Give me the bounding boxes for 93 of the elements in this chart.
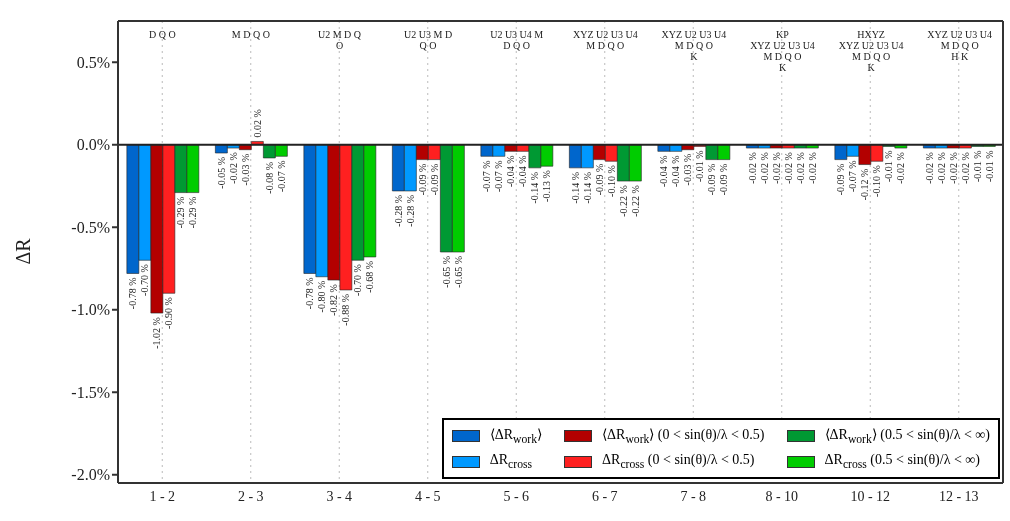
data-label: -0.12 % (859, 168, 871, 201)
legend-label: ΔR$_{cross}$ (0 < sin(θ)/λ < 0.5) (602, 452, 755, 471)
data-label: -0.22 % (617, 185, 629, 217)
data-label: -0.02 % (806, 152, 818, 184)
x-tick-label: 12 - 13 (938, 488, 979, 504)
legend-label: ⟨ΔR$_{work}$⟩ (0.5 < sin(θ)/λ < ∞) (824, 426, 990, 447)
annotation: U2 M D Q O (317, 29, 362, 51)
data-label: -1.02 % (151, 317, 163, 349)
y-tick-label: 0.5% (76, 53, 110, 71)
data-label: -0.02 % (794, 152, 806, 184)
data-label: -0.04 % (517, 155, 529, 188)
x-tick-label: 8 - 10 (765, 488, 799, 504)
data-label: -0.10 % (871, 165, 883, 197)
x-tick-label: 10 - 12 (850, 488, 891, 504)
x-tick-label: 1 - 2 (149, 488, 176, 504)
y-tick-label: -0.5% (71, 218, 110, 236)
legend-label: ⟨ΔR$_{work}$⟩ (489, 426, 543, 447)
data-label: -0.02 % (770, 152, 782, 184)
legend-label: ΔR$_{cross}$ (0.5 < sin(θ)/λ < ∞) (824, 452, 980, 471)
data-label: -0.70 % (139, 264, 151, 296)
data-label: -0.78 % (127, 277, 139, 310)
data-label: -0.02 % (746, 152, 758, 184)
data-label: -0.29 % (187, 196, 199, 229)
data-label: -0.82 % (328, 284, 340, 316)
data-label: -0.02 % (758, 152, 770, 184)
data-label: -0.01 % (971, 150, 983, 183)
data-label: -0.07 % (847, 160, 859, 192)
legend-label: ⟨ΔR$_{work}$⟩ (0 < sin(θ)/λ < 0.5) (602, 426, 765, 447)
data-label: -0.09 % (835, 163, 847, 196)
data-label: -0.07 % (481, 160, 493, 192)
data-label: -0.02 % (947, 152, 959, 184)
data-label: -0.13 % (541, 170, 553, 202)
annotation: D Q O (148, 29, 176, 40)
y-tick-label: -1.5% (71, 383, 110, 401)
data-label: -0.09 % (706, 163, 718, 196)
data-label: -0.07 % (493, 160, 505, 192)
data-label: -0.09 % (593, 163, 605, 196)
annotation: M D Q O (231, 29, 270, 40)
data-label: -0.70 % (352, 264, 364, 296)
data-label: -0.14 % (581, 171, 593, 204)
data-label: -0.07 % (275, 160, 287, 192)
y-tick-label: 0.0% (76, 136, 110, 154)
annotation: HXYZ XYZ U2 U3 U4 M D Q O K (838, 29, 904, 73)
data-label: -0.28 % (392, 194, 404, 227)
data-label: -0.04 % (658, 155, 670, 188)
x-tick-label: 7 - 8 (680, 488, 707, 504)
data-label: -0.03 % (682, 153, 694, 186)
data-label: -0.14 % (529, 171, 541, 204)
data-label: -0.01 % (983, 150, 995, 183)
x-tick-label: 5 - 6 (503, 488, 530, 504)
data-label: -0.09 % (416, 163, 428, 196)
y-tick-label: -2.0% (71, 466, 110, 484)
data-label: -0.03 % (239, 153, 251, 186)
x-tick-label: 2 - 3 (237, 488, 264, 504)
data-label: -0.68 % (364, 260, 376, 293)
data-label: -0.02 % (959, 152, 971, 184)
data-label: -0.90 % (163, 297, 175, 329)
data-label: -0.10 % (605, 165, 617, 197)
data-label: -0.02 % (935, 152, 947, 184)
data-label: -0.88 % (340, 293, 352, 326)
data-label: -0.04 % (505, 155, 517, 188)
data-label: -0.02 % (923, 152, 935, 184)
annotation: XYZ U2 U3 U4 M D Q O (572, 29, 638, 51)
data-label: -0.65 % (452, 256, 464, 288)
data-label: -0.09 % (428, 163, 440, 196)
data-label: -0.29 % (175, 196, 187, 229)
data-label: -0.65 % (440, 256, 452, 288)
data-label: -0.22 % (629, 185, 641, 217)
annotation: KP XYZ U2 U3 U4 M D Q O K (750, 29, 815, 73)
data-label: -0.78 % (304, 277, 316, 310)
data-label: -0.14 % (569, 171, 581, 204)
y-axis-title: ΔR (12, 237, 34, 265)
x-tick-label: 3 - 4 (326, 488, 353, 504)
annotation: U2 U3 M D Q O (404, 29, 453, 51)
x-tick-label: 6 - 7 (591, 488, 618, 504)
x-tick-label: 4 - 5 (414, 488, 441, 504)
annotation: XYZ U2 U3 U4 M D Q O K (661, 29, 727, 62)
data-label: -0.02 % (227, 152, 239, 184)
annotation: XYZ U2 U3 U4 M D Q O H K (927, 29, 993, 62)
legend-label: ΔR$_{cross}$ (489, 452, 533, 471)
annotation: U2 U3 U4 M D Q O (490, 29, 544, 51)
data-label: -0.05 % (215, 157, 227, 189)
data-label: -0.04 % (670, 155, 682, 188)
data-label: -0.09 % (718, 163, 730, 196)
data-label: -0.01 % (883, 150, 895, 183)
data-label: -0.08 % (263, 161, 275, 194)
data-label: -0.02 % (782, 152, 794, 184)
data-label: -0.80 % (316, 280, 328, 313)
data-label: -0.02 % (895, 152, 907, 184)
y-tick-label: -1.0% (71, 301, 110, 319)
data-label: -0.01 % (694, 150, 706, 183)
data-label: 0.02 % (251, 109, 263, 138)
data-label: -0.28 % (404, 194, 416, 227)
